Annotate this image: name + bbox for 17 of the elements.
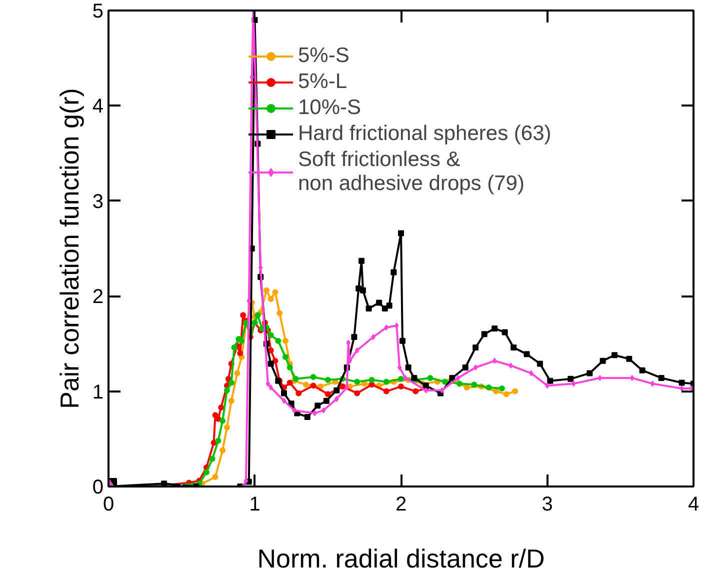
legend-label: 10%-S (298, 96, 362, 120)
y-tick-label: 3 (92, 190, 104, 213)
x-axis-title: Norm. radial distance r/D (257, 544, 545, 574)
legend-label: 5%-S (298, 44, 350, 68)
y-tick-label: 4 (92, 96, 104, 118)
y-tick-label: 1 (92, 381, 104, 404)
legend-label: 5%-L (298, 70, 348, 94)
x-tick-label: 4 (688, 494, 700, 516)
legend-label: Soft frictionless & non adhesive drops (79) (298, 148, 524, 196)
x-tick-label: 2 (395, 494, 407, 516)
y-axis-title: Pair correlation function g(r) (54, 88, 84, 409)
legend-label: Hard frictional spheres (63) (298, 122, 552, 146)
y-tick-label: 5 (92, 0, 104, 22)
x-tick-label: 3 (542, 494, 553, 516)
y-tick-label: 2 (92, 286, 104, 308)
x-tick-label: 1 (249, 494, 260, 516)
y-tick-label: 0 (92, 476, 104, 498)
